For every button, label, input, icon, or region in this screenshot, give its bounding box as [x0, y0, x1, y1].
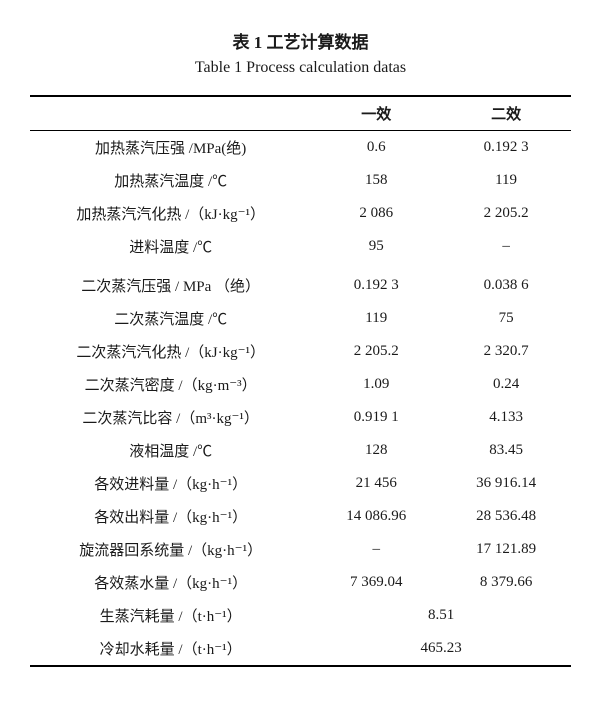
table-row: 二次蒸汽比容 /（m³·kg⁻¹） 0.919 1 4.133 — [30, 401, 571, 434]
table-row: 各效蒸水量 /（kg·h⁻¹） 7 369.04 8 379.66 — [30, 566, 571, 599]
table-title-en: Table 1 Process calculation datas — [30, 59, 571, 77]
row-val1: 119 — [311, 302, 441, 335]
row-val1: 128 — [311, 434, 441, 467]
table-row: 液相温度 /℃ 128 83.45 — [30, 434, 571, 467]
table-row: 二次蒸汽压强 / MPa （绝） 0.192 3 0.038 6 — [30, 263, 571, 302]
row-val-spanned: 8.51 — [311, 599, 571, 632]
row-val1: 0.6 — [311, 131, 441, 164]
row-val1: 1.09 — [311, 368, 441, 401]
row-label: 加热蒸汽压强 /MPa(绝) — [30, 131, 311, 164]
row-val2: 119 — [441, 164, 571, 197]
row-val1: 0.192 3 — [311, 263, 441, 302]
table-row: 各效进料量 /（kg·h⁻¹） 21 456 36 916.14 — [30, 467, 571, 500]
table-row: 加热蒸汽汽化热 /（kJ·kg⁻¹） 2 086 2 205.2 — [30, 197, 571, 230]
table-row-spanned: 生蒸汽耗量 /（t·h⁻¹） 8.51 — [30, 599, 571, 632]
header-col2: 二效 — [441, 97, 571, 131]
row-label: 冷却水耗量 /（t·h⁻¹） — [30, 632, 311, 666]
row-val1: 2 086 — [311, 197, 441, 230]
row-val2: 4.133 — [441, 401, 571, 434]
table-row: 二次蒸汽密度 /（kg·m⁻³） 1.09 0.24 — [30, 368, 571, 401]
row-val2: 0.192 3 — [441, 131, 571, 164]
table-row: 各效出料量 /（kg·h⁻¹） 14 086.96 28 536.48 — [30, 500, 571, 533]
row-label: 各效进料量 /（kg·h⁻¹） — [30, 467, 311, 500]
header-blank — [30, 97, 311, 131]
header-col1: 一效 — [311, 97, 441, 131]
table-row: 进料温度 /℃ 95 – — [30, 230, 571, 263]
row-val1: 158 — [311, 164, 441, 197]
row-val2: 75 — [441, 302, 571, 335]
table-row: 二次蒸汽汽化热 /（kJ·kg⁻¹） 2 205.2 2 320.7 — [30, 335, 571, 368]
row-val2: 8 379.66 — [441, 566, 571, 599]
row-label: 加热蒸汽温度 /℃ — [30, 164, 311, 197]
row-val1: 95 — [311, 230, 441, 263]
row-val1: 0.919 1 — [311, 401, 441, 434]
row-val1: 7 369.04 — [311, 566, 441, 599]
row-label: 二次蒸汽压强 / MPa （绝） — [30, 263, 311, 302]
table-row: 旋流器回系统量 /（kg·h⁻¹） – 17 121.89 — [30, 533, 571, 566]
row-val2: 36 916.14 — [441, 467, 571, 500]
row-label: 二次蒸汽密度 /（kg·m⁻³） — [30, 368, 311, 401]
row-val1: 14 086.96 — [311, 500, 441, 533]
row-val2: 0.038 6 — [441, 263, 571, 302]
table-row: 二次蒸汽温度 /℃ 119 75 — [30, 302, 571, 335]
table-row: 加热蒸汽压强 /MPa(绝) 0.6 0.192 3 — [30, 131, 571, 164]
row-val-spanned: 465.23 — [311, 632, 571, 666]
table-header-row: 一效 二效 — [30, 97, 571, 131]
row-label: 各效出料量 /（kg·h⁻¹） — [30, 500, 311, 533]
data-table: 一效 二效 加热蒸汽压强 /MPa(绝) 0.6 0.192 3 加热蒸汽温度 … — [30, 95, 571, 667]
row-label: 二次蒸汽汽化热 /（kJ·kg⁻¹） — [30, 335, 311, 368]
row-label: 生蒸汽耗量 /（t·h⁻¹） — [30, 599, 311, 632]
row-val2: 2 320.7 — [441, 335, 571, 368]
row-val2: 83.45 — [441, 434, 571, 467]
row-val1: 2 205.2 — [311, 335, 441, 368]
row-val2: 28 536.48 — [441, 500, 571, 533]
row-val2: 0.24 — [441, 368, 571, 401]
row-label: 加热蒸汽汽化热 /（kJ·kg⁻¹） — [30, 197, 311, 230]
table-row-spanned: 冷却水耗量 /（t·h⁻¹） 465.23 — [30, 632, 571, 666]
row-label: 液相温度 /℃ — [30, 434, 311, 467]
row-label: 进料温度 /℃ — [30, 230, 311, 263]
row-label: 各效蒸水量 /（kg·h⁻¹） — [30, 566, 311, 599]
row-val2: – — [441, 230, 571, 263]
table-row: 加热蒸汽温度 /℃ 158 119 — [30, 164, 571, 197]
row-val2: 17 121.89 — [441, 533, 571, 566]
row-label: 旋流器回系统量 /（kg·h⁻¹） — [30, 533, 311, 566]
row-val1: 21 456 — [311, 467, 441, 500]
row-label: 二次蒸汽比容 /（m³·kg⁻¹） — [30, 401, 311, 434]
row-label: 二次蒸汽温度 /℃ — [30, 302, 311, 335]
row-val2: 2 205.2 — [441, 197, 571, 230]
row-val1: – — [311, 533, 441, 566]
table-title-cn: 表 1 工艺计算数据 — [30, 28, 571, 53]
